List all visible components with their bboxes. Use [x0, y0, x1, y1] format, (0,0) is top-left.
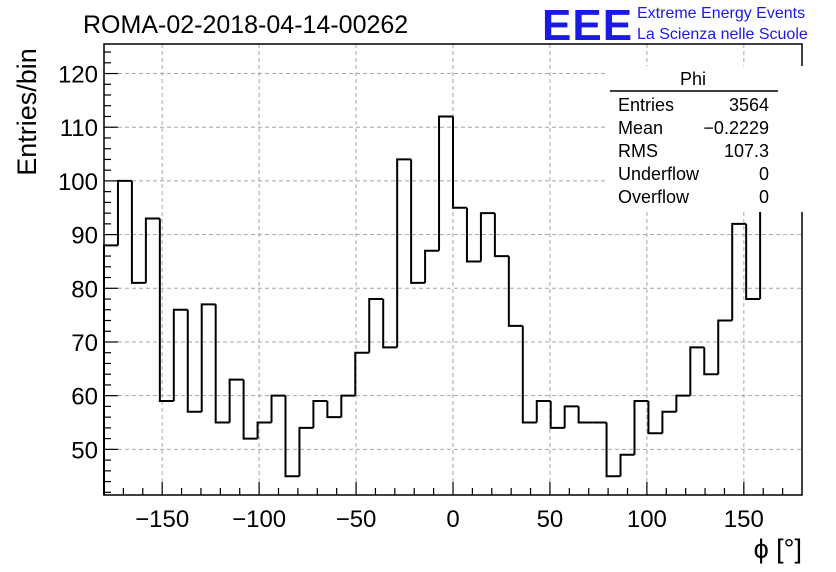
stats-label: Entries: [618, 95, 674, 115]
stats-label: RMS: [618, 141, 658, 161]
histogram-bin: [368, 298, 384, 353]
histogram-bin: [228, 378, 244, 423]
tick-labels: −150 −100 −50 0 50 100 150 50 60 70 80 90 100 110 120: [58, 62, 764, 533]
histogram-bin: [298, 426, 314, 477]
histogram-bin: [717, 319, 733, 375]
histogram-bin: [563, 405, 579, 428]
histogram-bin: [214, 304, 230, 424]
x-tick-label: 50: [537, 506, 564, 533]
x-tick-label: 0: [446, 506, 459, 533]
x-tick-label: −100: [232, 506, 286, 533]
histogram-bin: [326, 401, 342, 419]
x-tick-label: −50: [336, 506, 377, 533]
stats-label: Mean: [618, 118, 663, 138]
histogram-bin: [284, 395, 300, 478]
stats-box: Phi Entries 3564 Mean −0.2229 RMS 107.3 Underf…: [608, 66, 808, 212]
y-tick-label: 60: [71, 384, 98, 411]
branding-line-1: Extreme Energy Events: [637, 5, 805, 22]
histogram-bin: [745, 223, 761, 301]
histogram-bin: [703, 347, 719, 376]
x-tick-label: 150: [724, 506, 764, 533]
y-tick-label: 100: [58, 169, 98, 196]
histogram-bin: [424, 249, 440, 283]
histogram-bin: [507, 256, 523, 327]
y-tick-label: 70: [71, 330, 98, 357]
histogram-bin: [186, 309, 202, 413]
y-tick-label: 120: [58, 62, 98, 89]
stats-label: Underflow: [618, 164, 700, 184]
histogram-bin: [172, 308, 188, 402]
histogram-bin: [340, 394, 356, 418]
histogram-bin: [731, 222, 747, 321]
histogram-bin: [689, 346, 705, 396]
histogram-bin: [493, 213, 509, 258]
histogram-bin: [256, 421, 272, 439]
histogram-bin: [270, 394, 286, 423]
histogram-bin: [200, 303, 216, 412]
stats-value: 0: [759, 187, 769, 207]
histogram-bin: [647, 401, 663, 435]
eee-logo: EEE Extreme Energy Events La Scienza nel…: [542, 1, 808, 50]
stats-value: 3564: [729, 95, 769, 115]
histogram-bin: [116, 179, 132, 246]
histogram-bin: [130, 180, 146, 284]
histogram-bin: [312, 400, 328, 428]
histogram-bin: [396, 158, 412, 348]
chart-title: ROMA-02-2018-04-14-00262: [83, 11, 408, 39]
y-axis-title: Entries/bin: [12, 48, 42, 176]
histogram-bin: [521, 325, 537, 424]
histogram-bin: [535, 400, 551, 423]
histogram-bin: [438, 115, 453, 251]
histogram-bin: [410, 159, 426, 284]
y-tick-label: 80: [71, 276, 98, 303]
x-axis-title: ϕ [°]: [754, 534, 802, 564]
y-tick-label: 50: [71, 437, 98, 464]
histogram-bin: [144, 217, 160, 283]
stats-value: 107.3: [724, 141, 769, 161]
histogram-bin: [465, 207, 481, 263]
histogram-bin: [675, 394, 691, 412]
stats-title: Phi: [680, 69, 706, 89]
stats-value: 0: [759, 164, 769, 184]
y-tick-label: 110: [60, 115, 98, 142]
histogram-bin: [549, 401, 565, 429]
histogram-bin: [577, 406, 593, 424]
histogram-bin: [661, 410, 677, 434]
histogram-bin: [382, 299, 398, 349]
histogram-bin: [242, 379, 258, 440]
histogram-bin: [759, 206, 775, 300]
histogram-bin: [452, 116, 467, 209]
histogram-bin: [158, 218, 174, 403]
stats-label: Overflow: [618, 187, 690, 207]
axes: [103, 43, 803, 496]
branding-line-2: La Scienza nelle Scuole: [637, 26, 808, 43]
histogram-bin: [633, 400, 649, 455]
histogram-bin: [479, 212, 495, 262]
stats-value: −0.2229: [703, 118, 769, 138]
y-tick-label: 90: [71, 223, 98, 250]
histogram-bin: [354, 351, 370, 396]
x-tick-label: −150: [135, 506, 189, 533]
x-tick-label: 100: [627, 506, 667, 533]
histogram-bin: [619, 453, 635, 477]
eee-logo-text: EEE: [542, 1, 633, 50]
histogram-bin: [103, 244, 118, 495]
stats-rows: Entries 3564 Mean −0.2229 RMS 107.3 Underflow 0…: [618, 95, 769, 207]
histogram-bin: [605, 422, 621, 478]
